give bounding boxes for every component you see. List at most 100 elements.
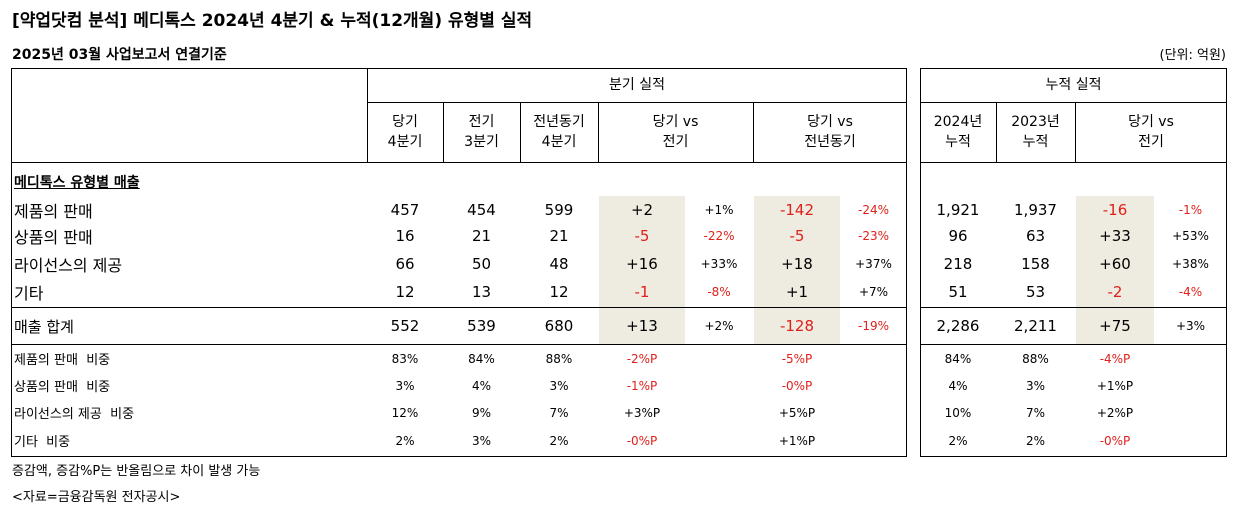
cell-d3p: -1%	[1178, 202, 1203, 217]
ratio-cell-q_prev: 3%	[471, 433, 492, 448]
cell-c24: 1,921	[936, 200, 980, 219]
cell-q_cur: 16	[395, 226, 415, 245]
total-cell-d2: -128	[779, 317, 815, 335]
total-cell-d3: +75	[1099, 317, 1131, 335]
ratio-cell-q_cur: 83%	[391, 351, 419, 366]
ratio-cell-d2: -5%P	[781, 351, 813, 366]
total-cell-q_cur: 552	[390, 317, 420, 335]
ratio-cell-q_cur: 3%	[395, 378, 415, 393]
ratio-cell-d2: +1%P	[778, 433, 816, 448]
ratio-cell-c23: 7%	[1025, 405, 1046, 420]
row-label: 제품의 판매	[14, 201, 93, 221]
group-header-quarter: 분기 실적	[609, 77, 665, 93]
col-header-q-vs-yoy: 당기 vs 전년동기	[804, 114, 856, 150]
header-col-divider-cum-2	[1075, 102, 1076, 162]
cell-d3p: +38%	[1172, 256, 1209, 271]
cell-q_prev: 13	[471, 282, 492, 301]
cell-c23: 1,937	[1014, 200, 1057, 219]
ratio-cell-q_yoy: 88%	[545, 351, 573, 366]
cell-q_yoy: 21	[549, 226, 569, 245]
cell-d3: -16	[1102, 200, 1128, 219]
col-header-c-vs: 당기 vs 전기	[1128, 114, 1174, 150]
ratio-cell-d3: +2%P	[1096, 405, 1134, 420]
ratio-cell-c23: 2%	[1025, 433, 1046, 448]
cell-d2p: +37%	[855, 256, 892, 271]
ratio-cell-d1: +3%P	[623, 405, 661, 420]
cell-d3: +33	[1099, 226, 1131, 245]
cumulative-table-frame	[920, 68, 1227, 457]
cell-c24: 96	[948, 226, 968, 245]
header-col-divider-3	[598, 102, 599, 162]
cell-d1: +16	[626, 254, 658, 273]
ratio-cell-q_prev: 4%	[471, 378, 492, 393]
cell-d1p: +1%	[704, 202, 734, 217]
shade-q-vs-prev	[599, 196, 685, 344]
cell-q_prev: 50	[471, 254, 492, 273]
header-bottom-line	[11, 162, 907, 163]
total-cell-d1p: +2%	[704, 319, 734, 333]
cell-q_cur: 457	[390, 200, 420, 219]
cell-d3p: +53%	[1172, 228, 1209, 243]
ratio-row-label: 기타 비중	[14, 435, 71, 450]
cell-d1: -1	[634, 282, 650, 301]
row-label: 기타	[14, 283, 44, 303]
cell-d1: -5	[634, 226, 650, 245]
cell-d1p: -22%	[703, 228, 735, 243]
ratio-cell-c24: 84%	[944, 351, 972, 366]
total-row-top-line	[11, 307, 907, 308]
ratio-row-label: 상품의 판매 비중	[14, 380, 111, 395]
ratio-cell-d3: +1%P	[1096, 378, 1134, 393]
col-header-c-2023: 2023년 누적	[1011, 114, 1060, 150]
cell-q_prev: 21	[471, 226, 492, 245]
ratio-cell-q_cur: 12%	[391, 405, 419, 420]
ratio-cell-q_cur: 2%	[395, 433, 415, 448]
cell-d1p: -8%	[707, 284, 731, 299]
cell-d3: +60	[1099, 254, 1131, 273]
total-cell-d3p: +3%	[1175, 319, 1206, 333]
total-cell-q_yoy: 680	[544, 317, 574, 335]
ratio-cell-q_yoy: 2%	[549, 433, 569, 448]
cell-c23: 53	[1025, 282, 1046, 301]
cell-c24: 51	[948, 282, 968, 301]
total-cell-q_prev: 539	[467, 317, 496, 335]
total-cell-d2p: -19%	[857, 319, 889, 333]
ratio-row-label: 제품의 판매 비중	[14, 353, 111, 368]
total-cell-c23: 2,211	[1014, 317, 1057, 335]
cell-d3: -2	[1107, 282, 1123, 301]
label-column-divider	[367, 68, 368, 163]
row-label: 상품의 판매	[14, 227, 93, 247]
ratio-cell-c24: 2%	[948, 433, 968, 448]
shade-q-vs-yoy	[754, 196, 840, 344]
cell-q_prev: 454	[467, 200, 496, 219]
header-col-divider-2	[520, 102, 521, 162]
ratio-cell-c23: 3%	[1025, 378, 1046, 393]
total-cell-d1: +13	[626, 317, 658, 335]
ratio-cell-q_yoy: 7%	[549, 405, 569, 420]
cell-d2p: -24%	[857, 202, 889, 217]
ratio-cell-c24: 10%	[944, 405, 972, 420]
ratio-cell-d1: -1%P	[626, 378, 658, 393]
footnote: 증감액, 증감%P는 반올림으로 차이 발생 가능	[12, 464, 261, 479]
total-cell-c24: 2,286	[936, 317, 980, 335]
cell-d2p: +7%	[858, 284, 889, 299]
cell-q_yoy: 599	[544, 200, 574, 219]
cell-c24: 218	[943, 254, 973, 273]
col-header-q-prev: 전기 3분기	[464, 114, 499, 150]
col-header-q-vs-prev: 당기 vs 전기	[652, 114, 699, 150]
ratio-cell-d2: +5%P	[778, 405, 816, 420]
row-label: 라이선스의 제공	[14, 255, 123, 275]
header-col-divider-1	[443, 102, 444, 162]
cell-c23: 158	[1021, 254, 1050, 273]
group-header-cumulative: 누적 실적	[1045, 77, 1102, 93]
ratio-row-label: 라이선스의 제공 비중	[14, 407, 135, 422]
ratio-cell-c23: 88%	[1022, 351, 1049, 366]
col-header-q-cur: 당기 4분기	[387, 114, 423, 150]
source-note: <자료=금융감독원 전자공시>	[12, 490, 181, 505]
cell-d1: +2	[630, 200, 654, 219]
report-subtitle: 2025년 03월 사업보고서 연결기준	[12, 47, 227, 63]
group-header-divider-cum	[920, 102, 1227, 103]
ratio-cell-q_prev: 9%	[471, 405, 492, 420]
ratio-cell-d3: -0%P	[1099, 433, 1131, 448]
unit-label: (단위: 억원)	[1159, 48, 1227, 63]
report-title: [약업닷컴 분석] 메디톡스 2024년 4분기 & 누적(12개월) 유형별 …	[12, 11, 533, 31]
